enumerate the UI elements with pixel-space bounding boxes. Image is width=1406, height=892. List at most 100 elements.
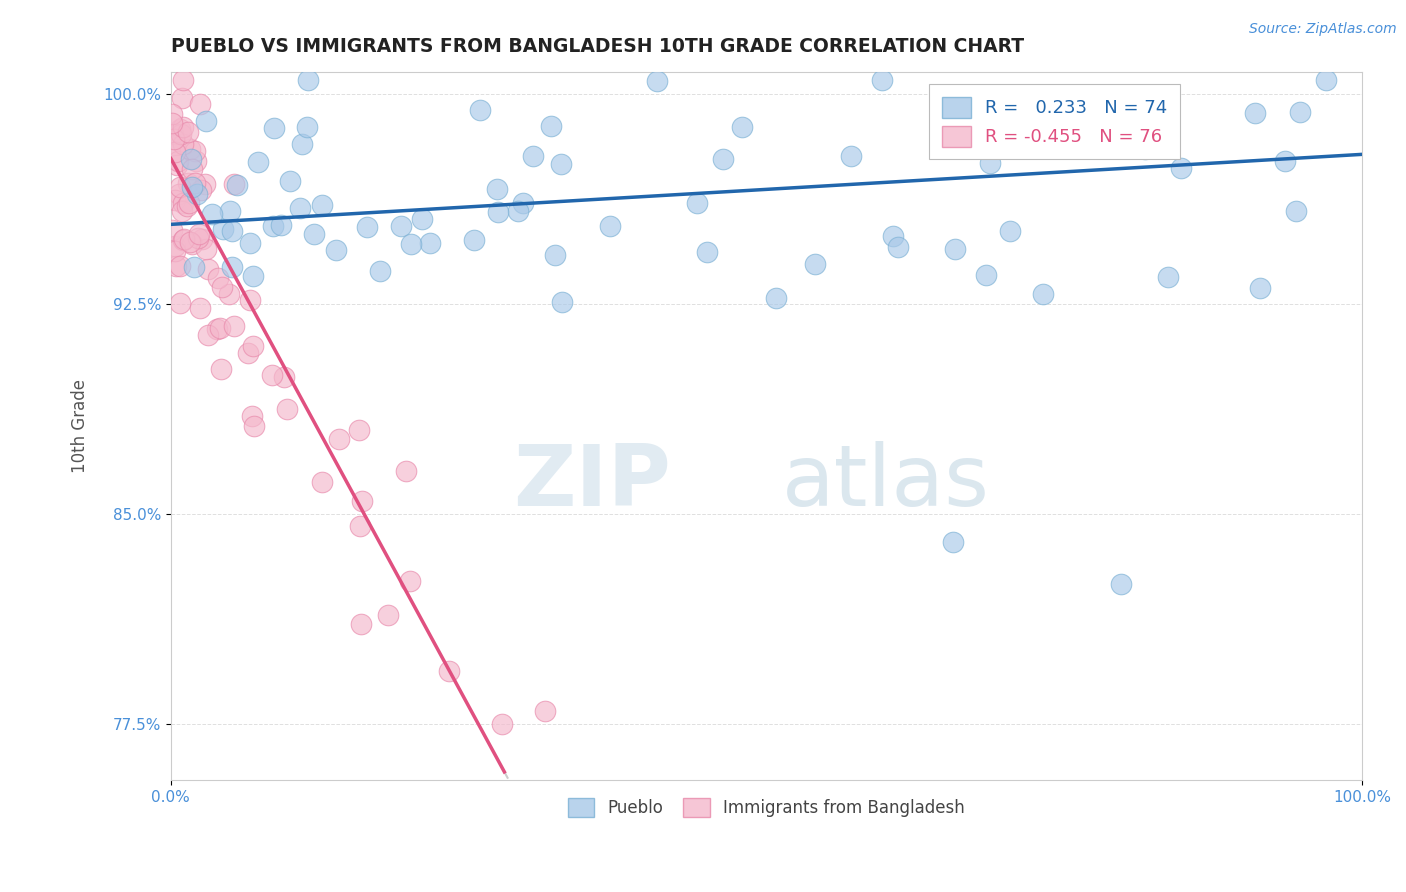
Text: PUEBLO VS IMMIGRANTS FROM BANGLADESH 10TH GRADE CORRELATION CHART: PUEBLO VS IMMIGRANTS FROM BANGLADESH 10T… xyxy=(172,37,1024,56)
Legend: Pueblo, Immigrants from Bangladesh: Pueblo, Immigrants from Bangladesh xyxy=(560,789,973,825)
Point xyxy=(167,154,190,169)
Point xyxy=(311,198,333,212)
Point xyxy=(207,271,229,285)
Point xyxy=(177,176,200,190)
Point xyxy=(399,236,422,251)
Point xyxy=(981,99,1004,113)
Point xyxy=(1085,105,1108,120)
Point xyxy=(242,269,264,284)
Point xyxy=(169,259,191,273)
Point xyxy=(173,232,195,246)
Point xyxy=(696,244,718,259)
Point xyxy=(221,224,243,238)
Point xyxy=(534,704,557,718)
Point xyxy=(209,321,232,335)
Point xyxy=(163,239,186,253)
Point xyxy=(273,369,295,384)
Point xyxy=(1274,154,1296,169)
Point xyxy=(163,132,186,146)
Point xyxy=(1244,106,1267,120)
Point xyxy=(201,207,224,221)
Point xyxy=(349,518,371,533)
Point xyxy=(197,327,219,342)
Point xyxy=(205,322,228,336)
Point xyxy=(166,157,188,171)
Point xyxy=(730,120,752,135)
Point xyxy=(491,717,513,731)
Point xyxy=(172,120,194,135)
Point xyxy=(172,73,194,87)
Point xyxy=(218,287,240,301)
Point xyxy=(485,182,508,196)
Point xyxy=(186,186,208,201)
Point xyxy=(190,183,212,197)
Point xyxy=(180,152,202,166)
Point xyxy=(163,194,186,208)
Point xyxy=(1069,123,1091,137)
Point xyxy=(163,244,186,259)
Text: atlas: atlas xyxy=(782,442,990,524)
Point xyxy=(240,409,263,423)
Point xyxy=(325,243,347,257)
Point xyxy=(1315,73,1337,87)
Point xyxy=(238,346,260,360)
Point xyxy=(1170,161,1192,176)
Point xyxy=(686,196,709,211)
Point xyxy=(179,142,201,156)
Point xyxy=(291,137,314,152)
Point xyxy=(395,464,418,478)
Point xyxy=(211,221,233,235)
Point xyxy=(221,260,243,275)
Point xyxy=(181,180,204,194)
Text: ZIP: ZIP xyxy=(513,442,671,524)
Point xyxy=(169,180,191,194)
Text: Source: ZipAtlas.com: Source: ZipAtlas.com xyxy=(1249,22,1396,37)
Point xyxy=(350,616,373,631)
Point xyxy=(172,196,194,211)
Point xyxy=(188,227,211,241)
Point xyxy=(882,228,904,243)
Point xyxy=(194,177,217,191)
Point xyxy=(645,73,668,87)
Point xyxy=(468,103,491,117)
Point xyxy=(1135,143,1157,157)
Point xyxy=(180,236,202,251)
Point xyxy=(349,423,371,437)
Point xyxy=(260,368,283,383)
Point xyxy=(550,157,572,171)
Point xyxy=(262,219,284,234)
Point xyxy=(170,91,193,105)
Point xyxy=(169,122,191,136)
Point xyxy=(411,212,433,227)
Point xyxy=(222,318,245,333)
Point xyxy=(270,218,292,232)
Point xyxy=(389,219,412,233)
Point xyxy=(197,262,219,277)
Point xyxy=(311,475,333,490)
Point xyxy=(486,204,509,219)
Point xyxy=(224,177,246,191)
Point xyxy=(352,493,374,508)
Point xyxy=(419,235,441,250)
Point xyxy=(943,243,966,257)
Point xyxy=(177,196,200,211)
Point xyxy=(356,220,378,235)
Point xyxy=(599,219,621,233)
Point xyxy=(195,242,218,256)
Point xyxy=(998,224,1021,238)
Point xyxy=(165,259,187,273)
Point xyxy=(870,73,893,87)
Point xyxy=(162,127,184,141)
Point xyxy=(278,174,301,188)
Point xyxy=(239,293,262,307)
Point xyxy=(512,196,534,211)
Point xyxy=(979,155,1001,169)
Point xyxy=(942,535,965,549)
Point xyxy=(184,144,207,158)
Point xyxy=(437,665,460,679)
Point xyxy=(172,203,194,218)
Point xyxy=(1109,577,1132,591)
Point xyxy=(242,338,264,352)
Point xyxy=(290,201,312,215)
Point xyxy=(160,223,183,237)
